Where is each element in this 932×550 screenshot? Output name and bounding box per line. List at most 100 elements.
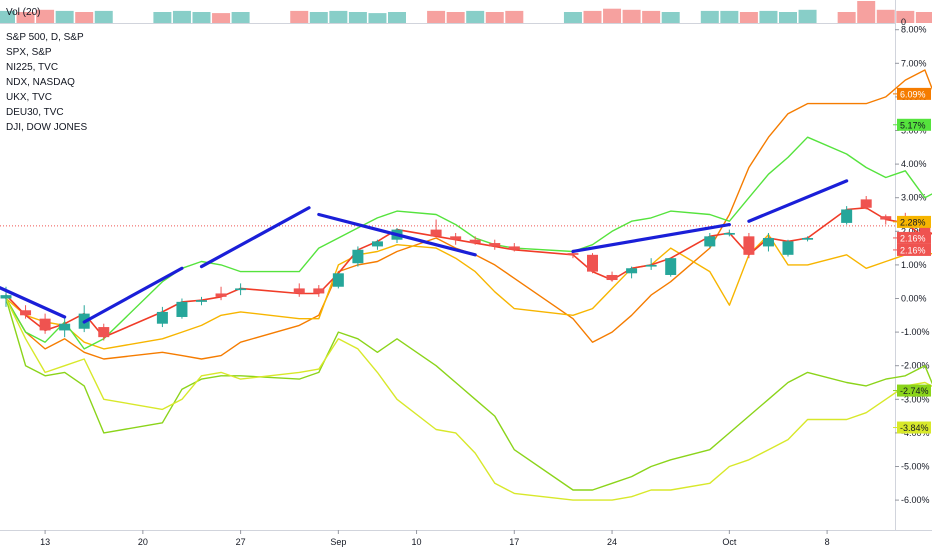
legend-item-ni225[interactable]: NI225, TVC [6, 62, 59, 73]
volume-indicator-label[interactable]: Vol (20) [6, 7, 41, 18]
series-dji-line[interactable] [5, 206, 932, 338]
candle[interactable] [59, 316, 71, 338]
legend-item-ukx[interactable]: UKX, TVC [6, 92, 52, 103]
candle[interactable] [371, 239, 383, 250]
candle[interactable] [704, 232, 716, 249]
x-tick-label: 27 [236, 537, 246, 547]
legend-item-dji[interactable]: DJI, DOW JONES [6, 122, 88, 133]
candle[interactable] [489, 239, 501, 250]
candle[interactable] [782, 239, 794, 257]
legend-item-main[interactable]: S&P 500, D, S&P [6, 32, 84, 43]
price-badges: 6.09% 5.17% 2.28% 2.16% 2.16% -2.74% -3.84% [893, 87, 931, 434]
x-tick-label: 13 [40, 537, 50, 547]
volume-bar [290, 10, 309, 23]
volume-bar [309, 12, 328, 23]
candle[interactable] [293, 283, 305, 297]
x-tick-label: 8 [825, 537, 830, 547]
candle[interactable] [450, 232, 462, 245]
trend-line[interactable] [82, 266, 184, 324]
candle-body [0, 295, 12, 299]
candle[interactable] [587, 253, 598, 274]
volume-bar [759, 10, 778, 23]
candle[interactable] [841, 206, 853, 225]
candle[interactable] [98, 323, 110, 341]
candle-body [860, 199, 872, 208]
series-ndx-line[interactable] [5, 215, 932, 350]
candle[interactable] [313, 285, 325, 297]
candle[interactable] [39, 313, 51, 334]
candle-body [98, 327, 110, 338]
volume-bar [505, 10, 524, 23]
volume-bar [779, 12, 797, 23]
candle[interactable] [723, 229, 735, 237]
x-tick-label: 24 [607, 537, 617, 547]
legend-item-spx[interactable]: SPX, S&P [6, 47, 52, 58]
price-badge: -2.74% [893, 384, 931, 397]
candle[interactable] [802, 236, 814, 242]
candle[interactable] [762, 232, 774, 252]
legend: S&P 500, D, S&P SPX, S&P NI225, TVC NDX,… [6, 30, 87, 135]
candle[interactable] [156, 306, 168, 328]
candle[interactable] [352, 246, 364, 267]
candle[interactable] [645, 258, 657, 270]
candle[interactable] [469, 236, 481, 245]
volume-bar [192, 12, 211, 23]
series-spx-line[interactable] [5, 50, 932, 360]
badge-box [897, 215, 931, 228]
volume-bar [446, 12, 465, 23]
candle[interactable] [606, 271, 618, 282]
x-axis: 13 20 27 Sep 10 17 24 Oct 8 [40, 530, 830, 547]
series-ukx-line[interactable] [5, 297, 932, 491]
badge-label: 5.17% [900, 120, 926, 130]
volume-bar [466, 10, 485, 23]
trend-line[interactable] [747, 179, 849, 223]
candle[interactable] [215, 286, 227, 301]
y-tick-label: -3.00% [901, 394, 930, 404]
candle[interactable] [430, 219, 442, 237]
price-badge: 6.09% [893, 87, 931, 100]
trend-line[interactable] [571, 222, 731, 254]
candle[interactable] [235, 283, 247, 296]
candle[interactable] [176, 298, 188, 319]
price-badge: 2.16% [893, 243, 931, 256]
candle[interactable] [880, 214, 892, 225]
candle[interactable] [508, 243, 520, 252]
volume-bar [368, 13, 387, 23]
volume-bar [36, 9, 55, 23]
volume-axis-label: 0 [901, 17, 906, 27]
volume-bar [153, 12, 172, 23]
trend-line[interactable] [199, 206, 311, 269]
trend-line[interactable] [317, 212, 477, 257]
candle[interactable] [20, 305, 32, 319]
candle-body [723, 232, 735, 235]
candle[interactable] [860, 196, 872, 210]
volume-bar [75, 12, 94, 23]
candle-body [508, 246, 520, 250]
volume-bar [603, 8, 622, 23]
y-tick-label: 2.00% [901, 226, 927, 236]
volume-bar [427, 10, 446, 23]
y-tick-label: 4.00% [901, 159, 927, 169]
trend-line[interactable] [0, 282, 67, 319]
volume-bar [857, 1, 876, 23]
legend-item-deu30[interactable]: DEU30, TVC [6, 107, 64, 118]
candle[interactable] [626, 266, 638, 279]
candle-body [665, 258, 677, 275]
candle[interactable] [196, 296, 207, 306]
candle[interactable] [665, 258, 677, 277]
candle[interactable] [332, 273, 344, 289]
x-tick-label: Sep [330, 537, 346, 547]
candle-body [841, 209, 853, 223]
candle-body [430, 229, 442, 237]
volume-bar [896, 10, 915, 23]
x-tick-label: 20 [138, 537, 148, 547]
candle-body [880, 216, 892, 220]
candle-body [919, 222, 931, 239]
volume-bar [348, 12, 367, 23]
candle[interactable] [743, 232, 755, 259]
legend-item-ndx[interactable]: NDX, NASDAQ [6, 77, 75, 88]
volume-bar [94, 10, 113, 23]
volume-bar [720, 10, 739, 23]
